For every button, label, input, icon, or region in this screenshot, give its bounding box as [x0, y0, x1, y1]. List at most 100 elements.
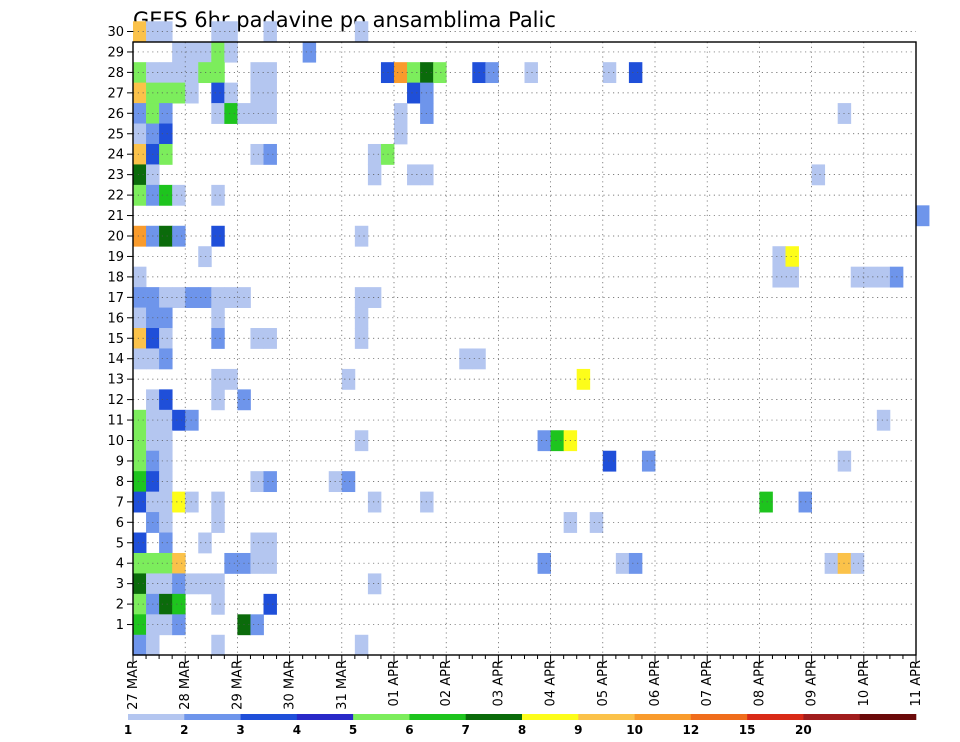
colorbar-swatch: [578, 714, 635, 720]
heatmap-cell: [198, 573, 212, 595]
heatmap-cell: [224, 103, 238, 124]
colorbar-swatch: [128, 714, 185, 720]
heatmap-cell: [133, 614, 147, 636]
heatmap-cell: [263, 328, 277, 349]
heatmap-cell: [133, 409, 147, 431]
heatmap-cell: [172, 409, 186, 431]
heatmap-cell: [185, 573, 199, 595]
date-tick-label: 01 APR: [387, 660, 402, 706]
heatmap-cell: [133, 573, 147, 595]
heatmap-cell: [159, 409, 173, 431]
heatmap-cell: [159, 143, 173, 165]
member-tick-label: 8: [116, 475, 124, 490]
member-tick-label: 22: [107, 189, 124, 204]
heatmap-cell: [185, 82, 199, 104]
heatmap-cell: [159, 552, 173, 574]
heatmap-cell: [211, 593, 225, 615]
heatmap-cell: [772, 246, 786, 268]
colorbar-swatch: [859, 714, 917, 720]
heatmap-cell: [367, 491, 382, 513]
heatmap-cell: [394, 123, 408, 145]
colorbar-label: 5: [349, 723, 357, 737]
heatmap-cell: [159, 287, 173, 308]
colorbar-swatch: [353, 714, 410, 720]
heatmap-cell: [211, 287, 225, 308]
heatmap-cell: [133, 491, 147, 513]
colorbar-label: 6: [405, 723, 413, 737]
heatmap-cell: [576, 368, 591, 390]
heatmap-cell: [263, 593, 277, 615]
heatmap-cell: [133, 103, 147, 124]
heatmap-cell: [524, 62, 538, 84]
heatmap-cell: [159, 82, 173, 104]
colorbar-label: 2: [180, 723, 188, 737]
heatmap-cell: [159, 593, 173, 615]
heatmap-cell: [159, 430, 173, 452]
member-tick-label: 15: [107, 332, 124, 347]
heatmap-cell: [863, 266, 878, 288]
chart-title: GEFS 6hr padavine po ansamblima Palic: [133, 8, 556, 32]
member-tick-label: 13: [107, 373, 124, 388]
heatmap-cell: [211, 368, 225, 390]
heatmap-cell: [211, 328, 225, 349]
member-tick-label: 30: [107, 25, 124, 40]
heatmap-cell: [250, 143, 264, 165]
heatmap-cell: [211, 184, 225, 206]
member-tick-label: 23: [107, 168, 124, 183]
heatmap-cell: [211, 41, 225, 63]
heatmap-cell: [211, 634, 225, 656]
heatmap-cell: [850, 552, 865, 574]
heatmap-cell: [172, 184, 186, 206]
heatmap-cell: [211, 389, 225, 411]
heatmap-cell: [172, 552, 186, 574]
date-tick-label: 09 APR: [805, 660, 820, 706]
colorbar-swatch: [522, 714, 579, 720]
heatmap-cell: [537, 552, 551, 574]
date-tick-label: 31 MAR: [335, 660, 350, 710]
colorbar-swatch: [184, 714, 241, 720]
heatmap-cell: [224, 287, 238, 308]
heatmap-cell: [133, 82, 147, 104]
heatmap-cell: [146, 634, 160, 656]
heatmap-cell: [159, 532, 173, 554]
colorbar-label: 10: [626, 723, 643, 737]
heatmap-cell: [198, 62, 212, 84]
heatmap-cell: [159, 103, 173, 124]
heatmap-cell: [407, 82, 421, 104]
heatmap-cell: [172, 593, 186, 615]
colorbar-swatch: [747, 714, 804, 720]
member-tick-label: 20: [107, 230, 124, 245]
heatmap-cell: [133, 634, 147, 656]
heatmap-cell: [133, 348, 147, 370]
heatmap-cell: [159, 389, 173, 411]
heatmap-cell: [759, 491, 773, 513]
date-tick-label: 02 APR: [439, 660, 454, 706]
heatmap-cell: [641, 450, 656, 472]
heatmap-cell: [354, 307, 369, 329]
heatmap-cell: [159, 225, 173, 247]
heatmap-cell: [263, 552, 277, 574]
heatmap-cell: [198, 532, 212, 554]
heatmap-cell: [589, 512, 604, 533]
member-tick-label: 7: [116, 495, 124, 510]
heatmap-cell: [133, 307, 147, 329]
heatmap-cell: [159, 123, 173, 145]
heatmap-cell: [198, 287, 212, 308]
heatmap-cell: [824, 552, 839, 574]
heatmap-cell: [250, 614, 264, 636]
heatmap-cell: [250, 532, 264, 554]
member-tick-label: 5: [116, 536, 124, 551]
member-tick-label: 26: [107, 107, 124, 122]
heatmap-cell: [367, 573, 382, 595]
heatmap-cell: [211, 491, 225, 513]
heatmap-cell: [224, 552, 238, 574]
heatmap-cell: [211, 307, 225, 329]
heatmap-cell: [172, 41, 186, 63]
member-tick-label: 3: [116, 577, 124, 592]
heatmap-cell: [341, 368, 356, 390]
heatmap-cell: [394, 62, 408, 84]
heatmap-cell: [263, 21, 277, 43]
heatmap-cell: [133, 225, 147, 247]
heatmap-cell: [133, 266, 147, 288]
